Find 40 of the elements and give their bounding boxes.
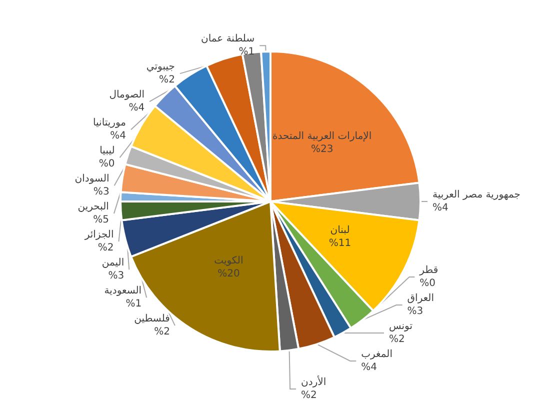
slice-label: سلطنة عمان: [201, 34, 255, 45]
slice-label: جيبوتي: [146, 62, 175, 73]
slice-label: الأردن: [301, 375, 326, 388]
data-label: %2: [389, 334, 405, 345]
text: %0: [420, 278, 436, 289]
category-label: ليبيا: [100, 146, 115, 157]
text: %0: [98, 158, 115, 170]
slice-label: جمهورية مصر العربية: [432, 190, 520, 200]
data-label: %20: [218, 268, 240, 280]
data-label: %1: [126, 298, 142, 310]
data-label: %4: [361, 362, 378, 373]
slice-label: البحرين: [78, 202, 109, 213]
category-label: قطر: [420, 265, 438, 276]
data-label: %4: [128, 102, 145, 114]
slice-label: السعودية: [104, 286, 142, 297]
slice-label: فلسطين: [134, 314, 170, 325]
data-label: %3: [407, 306, 424, 317]
data-label: %11: [328, 238, 352, 249]
slice-label: السودان: [74, 174, 110, 185]
slice-label: الصومال: [109, 90, 145, 101]
data-label: %4: [110, 130, 126, 142]
slice-label: الجزائر: [84, 230, 114, 241]
slice-label: العراق: [407, 293, 434, 304]
data-label: %2: [301, 390, 317, 401]
data-label: %5: [93, 214, 109, 226]
data-label: %2: [159, 74, 175, 86]
data-label: %3: [93, 186, 110, 198]
slice-label: المغرب: [361, 349, 393, 360]
data-label: %2: [98, 242, 114, 254]
slice-label: اليمن: [102, 258, 124, 269]
slice-label: تونس: [389, 321, 413, 332]
slice-label: الإمارات العربية المتحدة: [272, 130, 372, 142]
data-label: %2: [154, 326, 170, 338]
data-label: %1: [238, 46, 255, 58]
slice-label: الكويت: [214, 255, 244, 266]
slice-label: موريتانيا: [92, 118, 126, 129]
data-label: %4: [432, 202, 448, 214]
slice-label: لبنان: [330, 224, 350, 236]
data-label: %23: [310, 144, 334, 155]
data-label: %3: [108, 270, 124, 282]
